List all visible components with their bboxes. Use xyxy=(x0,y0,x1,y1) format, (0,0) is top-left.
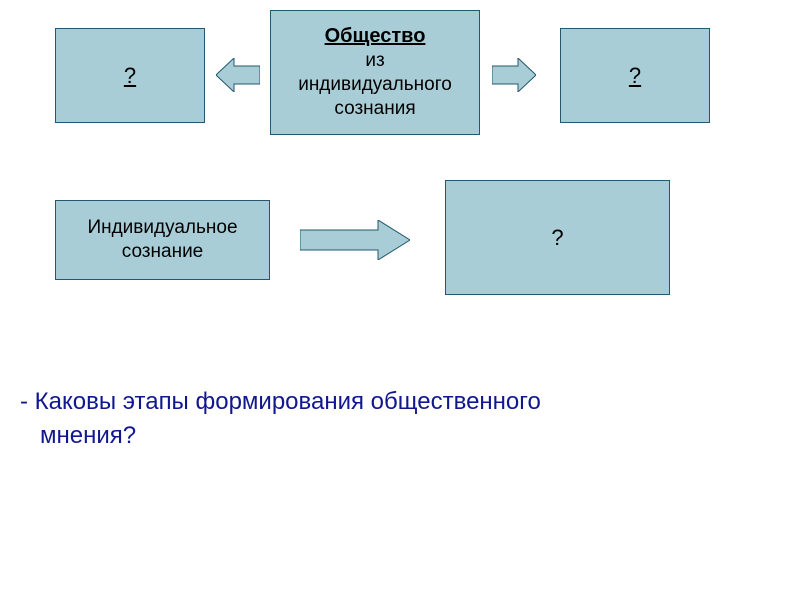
box-top-center-line3: сознания xyxy=(334,97,415,121)
question-text: - Каковы этапы формирования общественног… xyxy=(20,385,541,452)
box-top-left-text: ? xyxy=(124,62,136,90)
box-top-right: ? xyxy=(560,28,710,123)
box-top-center-line2: индивидуального xyxy=(298,73,452,97)
box-mid-left: Индивидуальное сознание xyxy=(55,200,270,280)
arrow-left-icon xyxy=(216,58,260,92)
arrow-mid-icon xyxy=(300,220,410,260)
box-top-left: ? xyxy=(55,28,205,123)
box-mid-left-line2: сознание xyxy=(122,240,204,264)
box-top-center: Общество из индивидуального сознания xyxy=(270,10,480,135)
box-top-center-line1: из xyxy=(365,49,384,73)
box-mid-right: ? xyxy=(445,180,670,295)
box-top-right-text: ? xyxy=(629,62,641,90)
arrow-right-top-icon xyxy=(492,58,536,92)
box-mid-right-text: ? xyxy=(551,224,563,252)
box-top-center-title: Общество xyxy=(325,24,426,49)
box-mid-left-line1: Индивидуальное xyxy=(87,216,237,240)
